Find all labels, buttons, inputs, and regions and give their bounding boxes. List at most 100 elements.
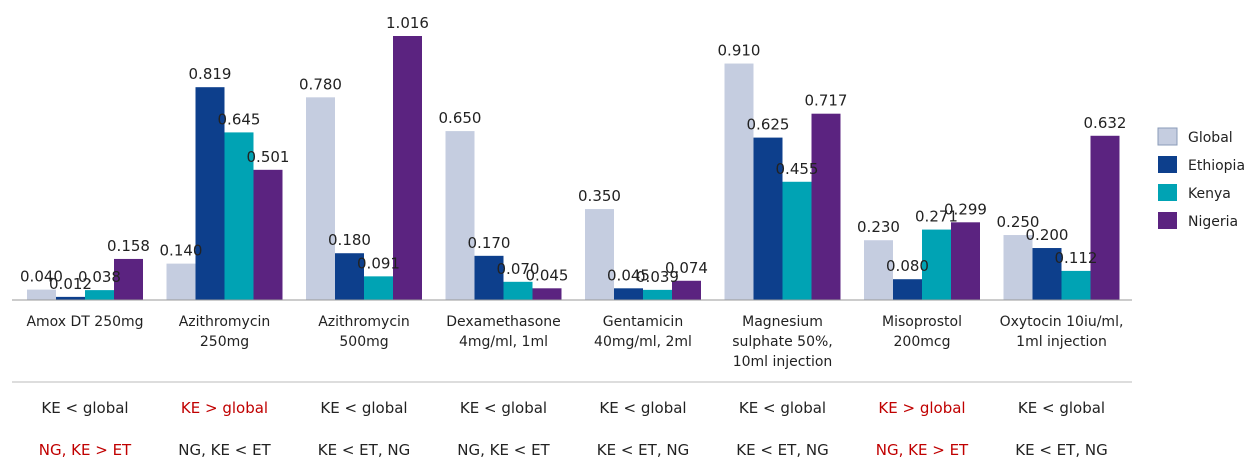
category-label: Misoprostol [882,314,962,330]
category-label: 40mg/ml, 2ml [594,334,692,350]
value-label: 0.200 [1026,226,1069,244]
comparison-label: KE < ET, NG [318,441,410,459]
value-label: 0.039 [636,268,679,286]
legend-swatch-nigeria [1158,212,1177,229]
bars-layer [27,36,1120,301]
value-label: 0.045 [607,266,650,284]
comparison-label: NG, KE > ET [39,441,132,459]
comparison-label: KE < ET, NG [736,441,828,459]
bar-kenya-6 [922,229,951,300]
legend-swatch-global [1157,127,1178,146]
category-label: Azithromycin [179,314,271,330]
value-label: 0.012 [49,275,92,293]
category-label: Azithromycin [318,314,410,330]
bar-nigeria-1 [253,169,283,300]
category-label: 1ml injection [1016,334,1107,350]
legend-label: Nigeria [1188,214,1238,230]
value-label: 0.271 [915,208,958,226]
value-label: 0.910 [718,42,761,60]
legend-label: Ethiopia [1188,158,1245,174]
bar-global-0 [27,289,56,300]
bar-nigeria-5 [811,113,841,300]
bar-nigeria-6 [951,222,980,300]
legend: Global Ethiopia Kenya Nigeria [1157,127,1245,230]
comparison-label: KE > global [181,399,268,417]
bar-ethiopia-5 [753,137,783,300]
comparison-label: NG, KE < ET [457,441,550,459]
value-label: 0.080 [886,257,929,275]
value-label: 0.070 [497,260,540,278]
value-label: 0.038 [78,268,121,286]
bar-ethiopia-3 [474,255,504,300]
value-label: 0.717 [805,92,848,110]
bar-ethiopia-6 [893,279,922,300]
legend-swatch-kenya [1158,184,1177,201]
value-label: 0.045 [526,266,569,284]
category-label: 200mcg [894,334,951,350]
category-label: 4mg/ml, 1ml [459,334,548,350]
bar-nigeria-4 [672,280,701,300]
bar-global-1 [166,263,196,300]
legend-swatch-ethiopia [1158,156,1177,173]
value-label: 1.016 [386,14,429,32]
comparison-label: NG, KE < ET [178,441,271,459]
comparison-label: KE < global [460,399,547,417]
bar-global-3 [445,131,475,300]
comparison-label: KE < global [41,399,128,417]
category-label: 10ml injection [733,354,833,370]
legend-label: Kenya [1188,186,1231,202]
bar-kenya-4 [643,289,672,300]
comparison-label: NG, KE > ET [876,441,969,459]
comparison-label: KE < ET, NG [1015,441,1107,459]
bar-ethiopia-4 [614,288,643,300]
bar-global-4 [585,209,614,300]
category-label: Oxytocin 10iu/ml, [1000,314,1124,330]
category-label: Dexamethasone [446,314,561,330]
value-label: 0.455 [776,160,819,178]
bar-nigeria-7 [1090,135,1120,300]
value-label: 0.625 [747,116,790,134]
value-label: 0.819 [189,65,232,83]
bar-nigeria-0 [114,258,143,300]
comparison-label: KE > global [878,399,965,417]
bar-ethiopia-0 [56,296,85,300]
value-label: 0.350 [578,187,621,205]
bar-nigeria-3 [532,288,562,300]
bar-global-2 [306,97,335,300]
value-label: 0.650 [439,109,482,127]
value-label: 0.632 [1084,114,1127,132]
bar-nigeria-2 [393,36,422,300]
category-label: sulphate 50%, [732,334,833,350]
value-label: 0.074 [665,259,708,277]
bar-kenya-5 [782,181,812,300]
comparison-label: KE < global [320,399,407,417]
value-label: 0.780 [299,75,342,93]
bar-ethiopia-2 [335,253,364,300]
comparison-label: KE < global [1018,399,1105,417]
bar-ethiopia-7 [1032,248,1062,300]
value-label: 0.299 [944,200,987,218]
value-label: 0.250 [997,213,1040,231]
comparison-rows-layer: KE < global NG, KE > ET KE > global NG, KE … [39,399,1108,459]
category-labels-layer: Amox DT 250mg Azithromycin 250mg Azithromyc… [26,314,1123,370]
value-label: 0.140 [160,242,203,260]
category-label: 250mg [200,334,249,350]
value-label: 0.112 [1055,249,1098,267]
bar-kenya-1 [224,132,254,300]
value-label: 0.091 [357,254,400,272]
bar-kenya-2 [364,276,393,300]
value-label: 0.158 [107,237,150,255]
value-label: 0.040 [20,268,63,286]
bar-ethiopia-1 [195,87,225,300]
value-label: 0.170 [468,234,511,252]
category-label: Gentamicin [603,314,683,330]
value-label: 0.645 [218,110,261,128]
category-label: Amox DT 250mg [26,314,143,330]
bar-global-6 [864,240,893,300]
value-label: 0.501 [247,148,290,166]
value-label: 0.230 [857,218,900,236]
category-label: 500mg [339,334,388,350]
comparison-label: KE < ET, NG [597,441,689,459]
category-label: Magnesium [742,314,823,330]
